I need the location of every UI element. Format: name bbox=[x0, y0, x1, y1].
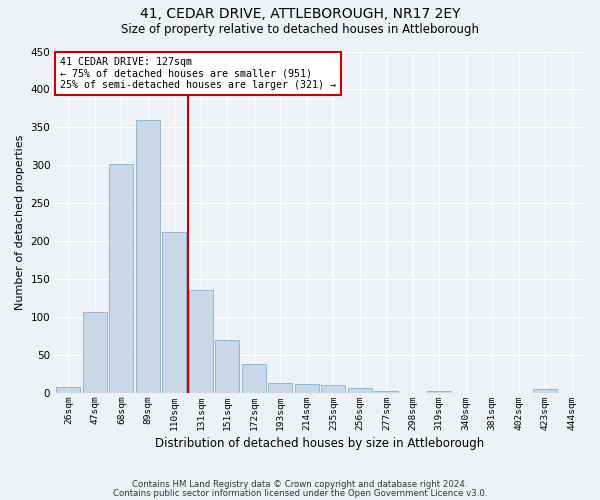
Bar bbox=[136, 120, 160, 393]
Bar bbox=[295, 384, 319, 393]
Text: Contains HM Land Registry data © Crown copyright and database right 2024.: Contains HM Land Registry data © Crown c… bbox=[132, 480, 468, 489]
Bar bbox=[322, 385, 345, 393]
Bar bbox=[242, 364, 266, 393]
Text: Contains public sector information licensed under the Open Government Licence v3: Contains public sector information licen… bbox=[113, 490, 487, 498]
Text: Size of property relative to detached houses in Attleborough: Size of property relative to detached ho… bbox=[121, 22, 479, 36]
Bar bbox=[56, 386, 80, 393]
Text: 41, CEDAR DRIVE, ATTLEBOROUGH, NR17 2EY: 41, CEDAR DRIVE, ATTLEBOROUGH, NR17 2EY bbox=[140, 8, 460, 22]
X-axis label: Distribution of detached houses by size in Attleborough: Distribution of detached houses by size … bbox=[155, 437, 485, 450]
Bar bbox=[348, 388, 372, 393]
Y-axis label: Number of detached properties: Number of detached properties bbox=[15, 134, 25, 310]
Bar bbox=[163, 232, 187, 393]
Bar bbox=[83, 312, 107, 393]
Text: 41 CEDAR DRIVE: 127sqm
← 75% of detached houses are smaller (951)
25% of semi-de: 41 CEDAR DRIVE: 127sqm ← 75% of detached… bbox=[61, 56, 337, 90]
Bar bbox=[109, 164, 133, 393]
Bar bbox=[215, 340, 239, 393]
Bar bbox=[189, 290, 213, 393]
Bar bbox=[268, 383, 292, 393]
Bar bbox=[427, 392, 451, 393]
Bar bbox=[374, 390, 398, 393]
Bar bbox=[533, 389, 557, 393]
